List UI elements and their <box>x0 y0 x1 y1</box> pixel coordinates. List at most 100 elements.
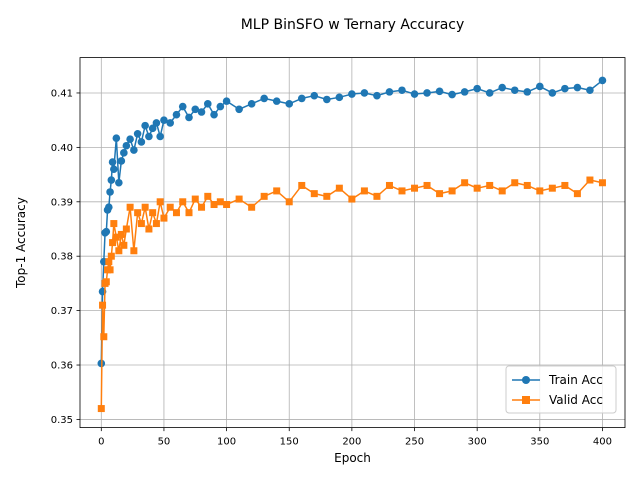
data-point-valid-acc <box>191 195 199 203</box>
data-point-train-acc <box>323 95 331 104</box>
data-point-train-acc <box>435 87 444 96</box>
data-point-train-acc <box>473 84 481 93</box>
data-point-train-acc <box>122 141 131 150</box>
data-point-valid-acc <box>198 203 206 211</box>
data-point-valid-acc <box>185 209 193 217</box>
data-point-valid-acc <box>498 187 506 195</box>
data-point-valid-acc <box>120 241 128 249</box>
data-point-valid-acc <box>102 278 110 286</box>
data-point-valid-acc <box>134 209 142 217</box>
data-point-train-acc <box>410 90 419 98</box>
data-point-train-acc <box>107 176 116 184</box>
series-layer <box>97 76 607 413</box>
data-point-valid-acc <box>106 266 114 274</box>
y-tick-label: 0.38 <box>51 252 73 263</box>
y-tick-label: 0.37 <box>51 306 73 317</box>
data-point-valid-acc <box>100 333 108 341</box>
data-point-train-acc <box>548 89 557 97</box>
data-point-train-acc <box>398 86 406 95</box>
data-point-valid-acc <box>223 201 231 209</box>
data-point-valid-acc <box>109 239 117 247</box>
data-point-train-acc <box>210 110 218 119</box>
data-point-train-acc <box>222 97 231 105</box>
data-point-valid-acc <box>398 187 406 195</box>
data-point-valid-acc <box>360 187 368 195</box>
data-point-valid-acc <box>115 247 123 255</box>
data-point-train-acc <box>152 119 161 127</box>
x-tick-label: 300 <box>468 437 487 448</box>
data-point-valid-acc <box>172 209 180 217</box>
data-point-valid-acc <box>461 179 469 187</box>
x-tick-label: 50 <box>158 437 171 448</box>
data-point-valid-acc <box>235 195 243 203</box>
data-point-valid-acc <box>310 190 318 198</box>
data-point-train-acc <box>216 102 225 111</box>
y-tick-label: 0.35 <box>51 415 73 426</box>
data-point-valid-acc <box>179 198 187 206</box>
x-tick-label: 0 <box>98 437 104 448</box>
data-point-train-acc <box>130 146 138 154</box>
data-point-train-acc <box>120 149 128 157</box>
data-point-train-acc <box>110 165 118 173</box>
data-point-train-acc <box>105 203 113 212</box>
series-valid-acc <box>97 176 606 413</box>
data-point-valid-acc <box>373 192 381 200</box>
data-point-train-acc <box>360 89 369 97</box>
data-point-valid-acc <box>411 184 419 192</box>
data-point-valid-acc <box>149 209 157 217</box>
data-point-train-acc <box>260 94 268 103</box>
legend-label-valid: Valid Acc <box>549 393 603 407</box>
data-point-valid-acc <box>523 181 531 189</box>
data-point-train-acc <box>297 94 306 103</box>
data-point-valid-acc <box>473 184 481 192</box>
data-point-valid-acc <box>156 198 164 206</box>
data-point-train-acc <box>137 138 146 146</box>
legend: Train Acc Valid Acc <box>505 365 617 414</box>
y-tick-label: 0.39 <box>51 197 73 208</box>
data-point-train-acc <box>156 132 164 141</box>
data-point-valid-acc <box>141 203 149 211</box>
data-point-train-acc <box>117 157 126 165</box>
data-point-train-acc <box>160 116 168 124</box>
y-tick-label: 0.40 <box>51 143 73 154</box>
data-point-train-acc <box>460 88 469 96</box>
data-point-train-acc <box>310 91 319 100</box>
data-point-valid-acc <box>598 179 606 187</box>
x-tick-label: 200 <box>342 437 361 448</box>
data-point-valid-acc <box>486 181 494 189</box>
data-point-train-acc <box>197 108 206 116</box>
legend-marker-train <box>522 376 530 384</box>
data-point-valid-acc <box>548 184 556 192</box>
data-point-valid-acc <box>152 220 160 228</box>
data-point-valid-acc <box>97 405 105 413</box>
data-point-valid-acc <box>166 203 174 211</box>
data-point-train-acc <box>247 100 256 108</box>
data-point-valid-acc <box>273 187 281 195</box>
legend-label-train: Train Acc <box>548 373 603 387</box>
data-point-valid-acc <box>112 233 120 241</box>
data-point-train-acc <box>523 88 532 96</box>
data-point-valid-acc <box>145 225 153 233</box>
data-point-valid-acc <box>117 230 125 238</box>
series-train-acc <box>97 76 607 368</box>
data-point-valid-acc <box>110 220 118 228</box>
data-point-valid-acc <box>298 181 306 189</box>
data-point-valid-acc <box>137 220 145 228</box>
x-tick-label: 400 <box>593 437 612 448</box>
data-point-valid-acc <box>536 187 544 195</box>
x-tick-label: 150 <box>280 437 299 448</box>
data-point-train-acc <box>148 124 157 133</box>
data-point-train-acc <box>385 88 394 96</box>
data-point-valid-acc <box>385 181 393 189</box>
data-point-train-acc <box>573 83 582 92</box>
data-point-train-acc <box>448 90 456 99</box>
data-point-train-acc <box>106 188 114 196</box>
data-point-valid-acc <box>107 252 115 260</box>
data-point-train-acc <box>178 102 187 111</box>
data-point-train-acc <box>235 105 243 114</box>
x-tick-label: 350 <box>530 437 549 448</box>
y-tick-label: 0.41 <box>51 88 73 99</box>
data-point-valid-acc <box>586 176 594 184</box>
